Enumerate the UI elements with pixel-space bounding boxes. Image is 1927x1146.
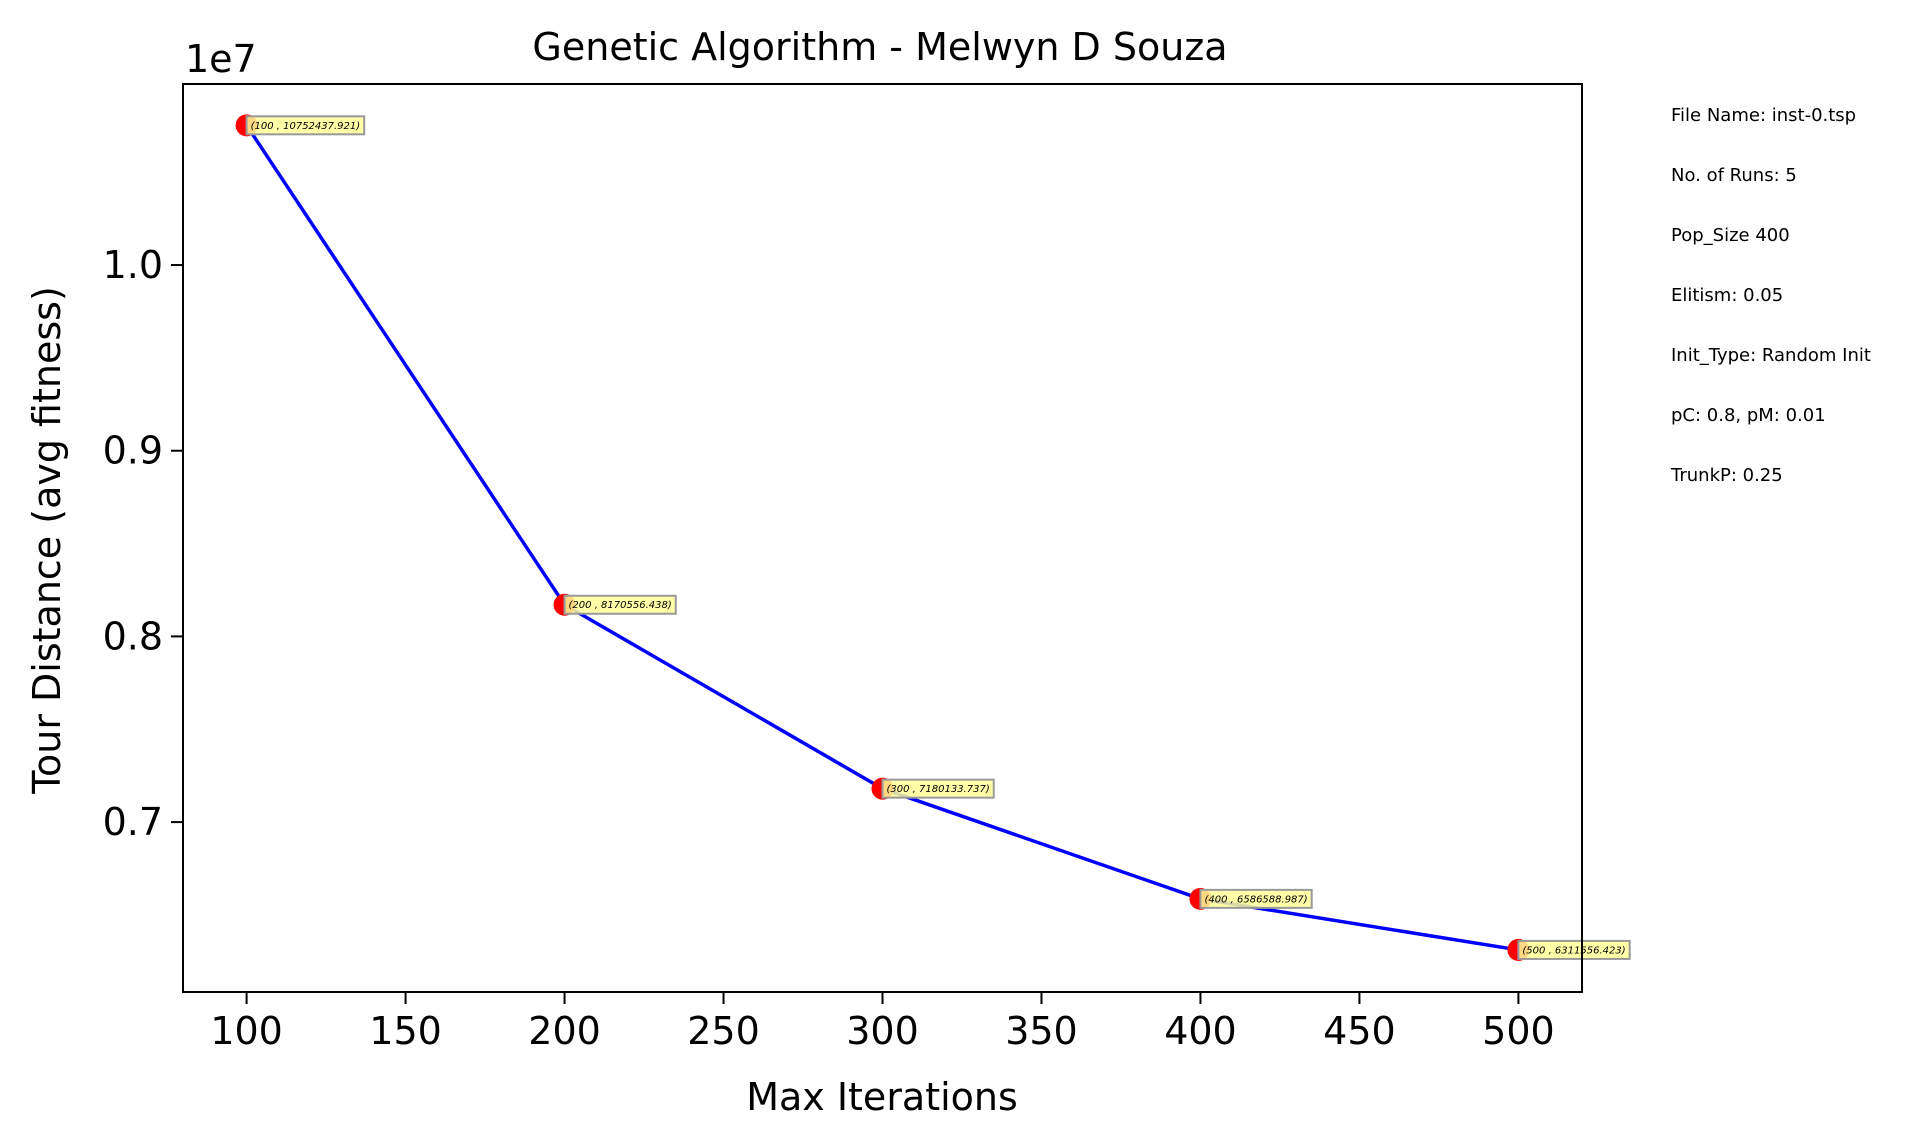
data-label-text: (300 , 7180133.737) xyxy=(887,784,990,795)
info-panel: File Name: inst-0.tsp No. of Runs: 5 Pop… xyxy=(1670,105,1871,486)
data-point-label: (100 , 10752437.921) xyxy=(245,115,366,136)
y-tick-label: 0.7 xyxy=(103,800,163,844)
y-tick-label: 1.0 xyxy=(103,243,163,287)
data-point-label: (500 , 6311556.423) xyxy=(1517,939,1631,960)
data-point-label: (300 , 7180133.737) xyxy=(881,778,995,799)
x-tick-label: 100 xyxy=(210,1009,283,1053)
data-label-text: (200 , 8170556.438) xyxy=(569,600,672,611)
data-label-box xyxy=(245,115,366,136)
x-tick-label: 300 xyxy=(846,1009,919,1053)
info-pc-pm: pC: 0.8, pM: 0.01 xyxy=(1671,405,1826,426)
data-label-text: (100 , 10752437.921) xyxy=(251,121,361,132)
y-axis-title: Tour Distance (avg fitness) xyxy=(25,286,69,795)
info-init-type: Init_Type: Random Init xyxy=(1671,345,1871,366)
data-label-box xyxy=(1517,939,1631,960)
x-tick-label: 400 xyxy=(1164,1009,1237,1053)
x-axis-ticks: 100 150 200 250 300 350 400 450 500 xyxy=(210,992,1555,1053)
data-label-text: (400 , 6586588.987) xyxy=(1204,894,1307,905)
x-tick-label: 450 xyxy=(1323,1009,1396,1053)
data-point-label: (200 , 8170556.438) xyxy=(563,594,677,615)
data-label-box xyxy=(563,594,677,615)
data-label-box xyxy=(1199,888,1313,909)
info-elitism: Elitism: 0.05 xyxy=(1671,285,1783,306)
data-point-label: (400 , 6586588.987) xyxy=(1199,888,1313,909)
info-runs: No. of Runs: 5 xyxy=(1671,165,1797,186)
x-tick-label: 200 xyxy=(528,1009,601,1053)
chart-title: Genetic Algorithm - Melwyn D Souza xyxy=(532,25,1227,69)
x-tick-label: 350 xyxy=(1005,1009,1078,1053)
data-label-text: (500 , 6311556.423) xyxy=(1522,945,1625,956)
y-tick-label: 0.8 xyxy=(103,614,163,658)
x-axis-title: Max Iterations xyxy=(746,1075,1018,1119)
point-labels: (100 , 10752437.921) (200 , 8170556.438) (… xyxy=(245,115,1631,960)
y-offset-label: 1e7 xyxy=(185,37,257,81)
x-tick-label: 250 xyxy=(687,1009,760,1053)
data-label-box xyxy=(881,778,995,799)
info-file-name: File Name: inst-0.tsp xyxy=(1671,105,1856,126)
info-trunkp: TrunkP: 0.25 xyxy=(1670,465,1783,486)
y-axis-ticks: 0.7 0.8 0.9 1.0 xyxy=(103,243,183,844)
plot-frame xyxy=(182,83,1583,993)
x-tick-label: 150 xyxy=(369,1009,442,1053)
y-tick-label: 0.9 xyxy=(103,429,163,473)
x-tick-label: 500 xyxy=(1482,1009,1555,1053)
info-pop-size: Pop_Size 400 xyxy=(1671,225,1790,246)
